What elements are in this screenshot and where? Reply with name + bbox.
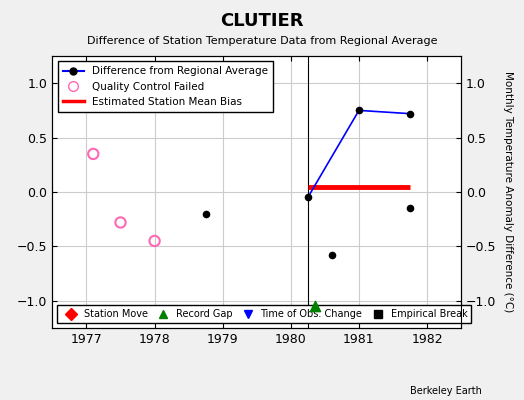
Point <box>328 252 336 258</box>
Point <box>406 205 414 212</box>
Text: Berkeley Earth: Berkeley Earth <box>410 386 482 396</box>
Point <box>355 107 363 114</box>
Y-axis label: Monthly Temperature Anomaly Difference (°C): Monthly Temperature Anomaly Difference (… <box>503 71 513 313</box>
Text: Difference of Station Temperature Data from Regional Average: Difference of Station Temperature Data f… <box>87 36 437 46</box>
Text: CLUTIER: CLUTIER <box>220 12 304 30</box>
Legend: Station Move, Record Gap, Time of Obs. Change, Empirical Break: Station Move, Record Gap, Time of Obs. C… <box>57 305 471 323</box>
Point <box>311 303 319 310</box>
Point <box>202 210 210 217</box>
Point <box>116 219 125 226</box>
Point <box>150 238 159 244</box>
Point <box>89 151 97 157</box>
Point <box>406 110 414 117</box>
Point <box>304 194 312 201</box>
